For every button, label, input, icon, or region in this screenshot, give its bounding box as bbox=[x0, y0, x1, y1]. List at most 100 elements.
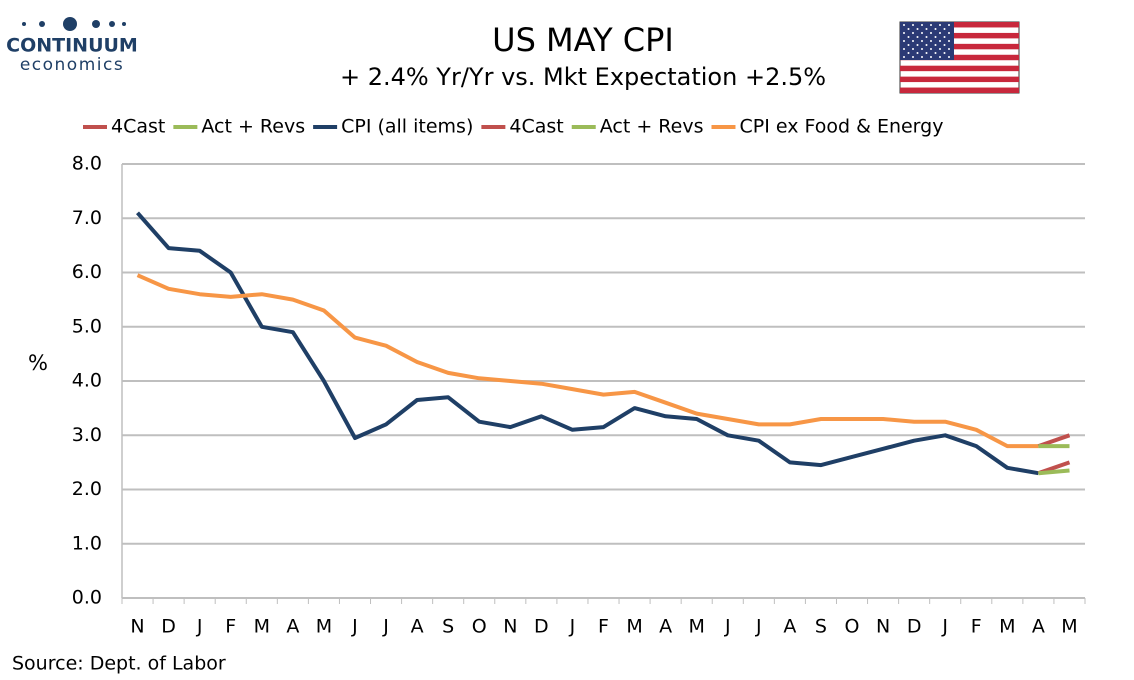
flag-stripe bbox=[900, 32, 1019, 39]
x-tick-label: N bbox=[130, 616, 144, 638]
x-tick-label: J bbox=[196, 616, 203, 638]
flag-star bbox=[925, 28, 928, 30]
x-tick-label: D bbox=[907, 616, 922, 638]
flag-star bbox=[939, 40, 941, 42]
flag-star bbox=[925, 52, 928, 54]
x-tick-label: D bbox=[534, 616, 549, 638]
flag-star bbox=[907, 36, 910, 38]
x-tick-label: S bbox=[442, 616, 454, 638]
y-tick-label: 3.0 bbox=[72, 424, 102, 446]
flag-star bbox=[948, 40, 950, 42]
chart-title: US MAY CPI bbox=[492, 21, 674, 59]
logo-dot bbox=[122, 22, 126, 26]
flag-star bbox=[948, 32, 950, 34]
flag-star bbox=[912, 32, 914, 34]
series-line bbox=[135, 211, 1039, 476]
legend-label: 4Cast bbox=[111, 116, 165, 138]
flag-star bbox=[903, 40, 905, 42]
source: Source: Dept. of Labor bbox=[12, 653, 226, 675]
series-line bbox=[1038, 468, 1070, 476]
y-tick-label: 8.0 bbox=[72, 153, 102, 175]
flag-star bbox=[930, 24, 932, 26]
flag-star bbox=[934, 44, 937, 46]
x-tick-label: N bbox=[876, 616, 890, 638]
x-tick-label: A bbox=[659, 616, 672, 638]
flag-star bbox=[912, 40, 914, 42]
flag-star bbox=[948, 56, 950, 58]
flag-star bbox=[930, 56, 932, 58]
logo-dot bbox=[92, 20, 100, 28]
x-tick-label: F bbox=[598, 616, 609, 638]
flag-star bbox=[948, 48, 950, 50]
flag-star bbox=[943, 44, 946, 46]
y-tick-label: 5.0 bbox=[72, 315, 102, 337]
flag-stripe bbox=[900, 43, 1019, 50]
flag-star bbox=[948, 24, 950, 26]
logo-dot bbox=[22, 22, 26, 26]
flag-star bbox=[907, 44, 910, 46]
flag-stripes bbox=[900, 22, 1019, 93]
y-tick-label: 4.0 bbox=[72, 370, 102, 392]
flag-star bbox=[916, 52, 919, 54]
flag-stripe bbox=[900, 22, 1019, 28]
flag-star bbox=[930, 40, 932, 42]
flag-star bbox=[925, 36, 928, 38]
x-tick-label: A bbox=[783, 616, 796, 638]
logo-top: CONTINUUM bbox=[6, 35, 138, 57]
legend-label: Act + Revs bbox=[600, 116, 704, 138]
flag-star bbox=[939, 32, 941, 34]
flag-star bbox=[930, 48, 932, 50]
flag-star bbox=[943, 28, 946, 30]
flag-star bbox=[939, 56, 941, 58]
x-tick-label: S bbox=[815, 616, 827, 638]
flag-star bbox=[930, 32, 932, 34]
flag-stripe bbox=[900, 87, 1019, 93]
y-tick-label: 0.0 bbox=[72, 587, 102, 609]
flag-stars bbox=[903, 24, 950, 58]
x-tick-label: M bbox=[254, 616, 270, 638]
flag-star bbox=[912, 24, 914, 26]
x-tick-label: A bbox=[286, 616, 299, 638]
flag-star bbox=[916, 28, 919, 30]
flag bbox=[899, 21, 1020, 94]
logo-bottom: economics bbox=[20, 55, 124, 75]
chart-subtitle: + 2.4% Yr/Yr vs. Mkt Expectation +2.5% bbox=[340, 63, 826, 91]
x-tick-label: A bbox=[1032, 616, 1045, 638]
flag-star bbox=[925, 44, 928, 46]
flag-star bbox=[921, 24, 923, 26]
x-tick-label: J bbox=[382, 616, 389, 638]
flag-star bbox=[903, 32, 905, 34]
flag-star bbox=[912, 48, 914, 50]
flag-star bbox=[912, 56, 914, 58]
x-tick-label: O bbox=[472, 616, 487, 638]
flag-star bbox=[907, 28, 910, 30]
logo-dot bbox=[39, 21, 45, 27]
y-tick-label: 1.0 bbox=[72, 532, 102, 554]
legend-label: Act + Revs bbox=[201, 116, 305, 138]
y-tick-label: 7.0 bbox=[72, 207, 102, 229]
x-tick-label: J bbox=[569, 616, 576, 638]
flag-star bbox=[921, 56, 923, 58]
flag-star bbox=[943, 52, 946, 54]
flag-star bbox=[903, 56, 905, 58]
x-tick-label: M bbox=[999, 616, 1015, 638]
x-tick-label: M bbox=[1061, 616, 1077, 638]
y-tick-label: 2.0 bbox=[72, 478, 102, 500]
flag-star bbox=[903, 48, 905, 50]
x-tick-label: D bbox=[161, 616, 176, 638]
flag-star bbox=[943, 36, 946, 38]
series-line bbox=[136, 273, 1039, 449]
x-tick-label: J bbox=[755, 616, 762, 638]
flag-star bbox=[921, 48, 923, 50]
flag-star bbox=[907, 52, 910, 54]
flag-canton bbox=[900, 22, 954, 60]
x-tick-label: M bbox=[626, 616, 642, 638]
x-tick-label: J bbox=[724, 616, 731, 638]
x-tick-label: F bbox=[971, 616, 982, 638]
flag-star bbox=[916, 36, 919, 38]
x-tick-label: F bbox=[225, 616, 236, 638]
flag-stripe bbox=[900, 65, 1019, 72]
y-axis-label: % bbox=[28, 351, 48, 375]
y-tick-label: 6.0 bbox=[72, 261, 102, 283]
